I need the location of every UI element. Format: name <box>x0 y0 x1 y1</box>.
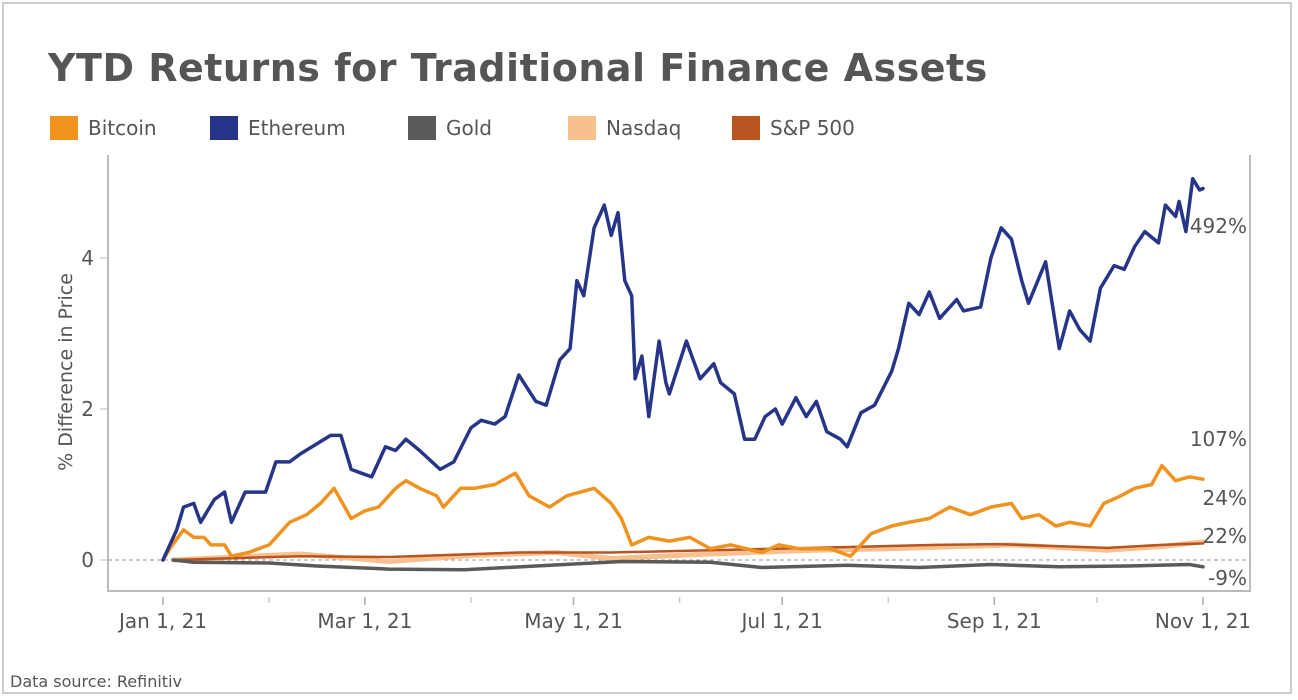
x-tick-label: Mar 1, 21 <box>317 609 412 633</box>
y-tick-label: 0 <box>81 548 94 572</box>
legend-swatch <box>732 116 760 140</box>
legend-label: Bitcoin <box>88 116 157 140</box>
end-label-bitcoin: 107% <box>1190 427 1247 451</box>
legend: Bitcoin Ethereum Gold Nasdaq S&P 500 <box>50 116 872 140</box>
series-line-ethereum <box>161 176 1205 562</box>
data-source: Data source: Refinitiv <box>10 672 182 691</box>
end-label-ethereum: 492% <box>1190 214 1247 238</box>
x-tick-label: Jul 1, 21 <box>740 609 823 633</box>
series-line-gold <box>171 558 1205 572</box>
axis-frame <box>107 155 1251 592</box>
legend-item: Nasdaq <box>568 116 732 140</box>
legend-label: Gold <box>446 116 492 140</box>
y-tick-label: 2 <box>81 397 94 421</box>
x-tick-label: May 1, 21 <box>524 609 623 633</box>
x-tick-label: Sep 1, 21 <box>947 609 1042 633</box>
y-tick-label: 4 <box>81 246 94 270</box>
chart-title: YTD Returns for Traditional Finance Asse… <box>48 46 988 90</box>
legend-swatch <box>408 116 436 140</box>
end-label-nasdaq: 24% <box>1203 486 1247 510</box>
series-line-nasdaq <box>170 539 1206 564</box>
x-tick-label: Jan 1, 21 <box>117 609 207 633</box>
legend-swatch <box>568 116 596 140</box>
end-label-gold: -9% <box>1208 566 1247 590</box>
legend-label: S&P 500 <box>770 116 855 140</box>
legend-label: Ethereum <box>248 116 346 140</box>
legend-label: Nasdaq <box>606 116 682 140</box>
legend-swatch <box>50 116 78 140</box>
series-line-bitcoin <box>161 463 1205 562</box>
legend-item: S&P 500 <box>732 116 872 140</box>
end-label-s-p-500: 22% <box>1203 524 1247 548</box>
series-line-s-p-500 <box>172 542 1205 562</box>
x-tick-label: Nov 1, 21 <box>1155 609 1251 633</box>
legend-item: Ethereum <box>210 116 408 140</box>
legend-item: Gold <box>408 116 568 140</box>
legend-item: Bitcoin <box>50 116 210 140</box>
y-axis-label: % Difference in Price <box>55 273 77 471</box>
legend-swatch <box>210 116 238 140</box>
